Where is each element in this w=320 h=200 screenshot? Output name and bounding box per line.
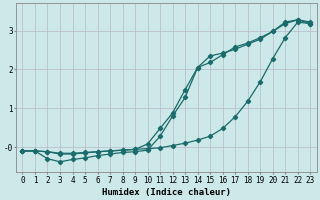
- X-axis label: Humidex (Indice chaleur): Humidex (Indice chaleur): [102, 188, 231, 197]
